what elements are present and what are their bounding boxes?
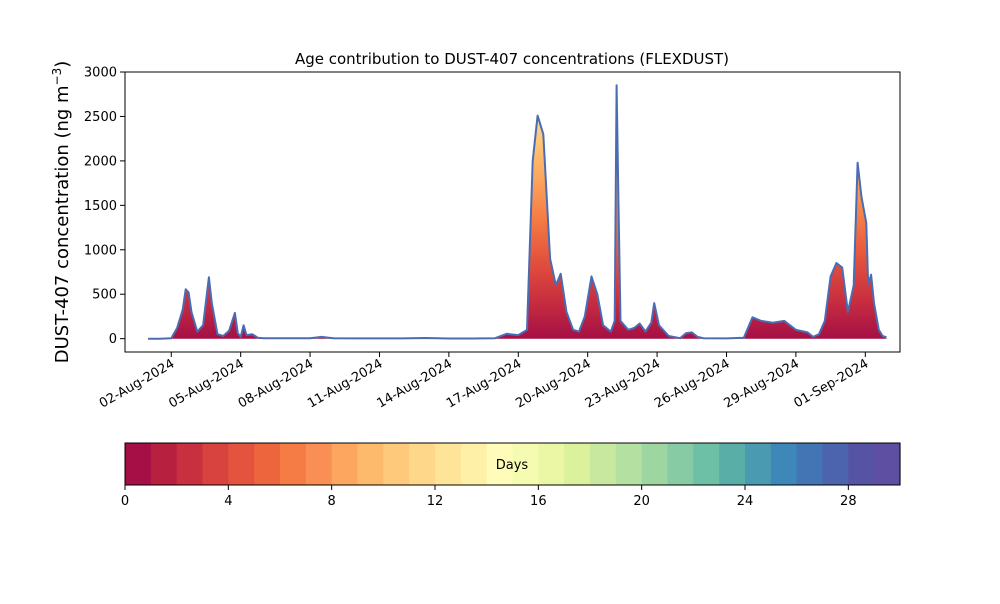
colorbar-label: Days <box>496 458 529 473</box>
colorbar-tick-label: 12 <box>427 494 444 509</box>
colorbar <box>125 443 901 485</box>
colorbar-segment <box>125 443 152 485</box>
colorbar-segment <box>331 443 359 485</box>
y-tick-label: 3000 <box>84 66 117 81</box>
colorbar-segment <box>848 443 875 485</box>
plot-area <box>148 84 887 340</box>
y-tick-label: 0 <box>109 332 117 347</box>
colorbar-tick-label: 0 <box>121 494 129 509</box>
colorbar-segment <box>822 443 849 485</box>
colorbar-frame <box>124 442 901 486</box>
colorbar-segment <box>796 443 824 485</box>
colorbar-segment <box>770 443 798 485</box>
x-axis: 02-Aug-202405-Aug-202408-Aug-202411-Aug-… <box>97 352 871 412</box>
colorbar-segment <box>176 443 204 485</box>
colorbar-segment <box>564 443 591 485</box>
colorbar-tick-label: 24 <box>737 494 754 509</box>
colorbar-segment <box>150 443 178 485</box>
x-tick-label: 26-Aug-2024 <box>652 356 732 411</box>
x-tick-label: 01-Sep-2024 <box>791 356 871 411</box>
x-tick-label: 14-Aug-2024 <box>375 356 455 411</box>
colorbar-tick-label: 8 <box>328 494 336 509</box>
y-axis-label-close: ) <box>52 61 73 68</box>
colorbar-segment <box>228 443 255 485</box>
colorbar-segment <box>538 443 565 485</box>
colorbar-segment <box>512 443 539 485</box>
colorbar-segment <box>305 443 333 485</box>
colorbar-segment <box>357 443 384 485</box>
colorbar-segment <box>202 443 229 485</box>
colorbar-segment <box>693 443 720 485</box>
colorbar-segment <box>615 443 643 485</box>
colorbar-segment <box>745 443 772 485</box>
series-area-0 <box>148 85 887 339</box>
colorbar-segment <box>719 443 746 485</box>
colorbar-tick-label: 20 <box>633 494 650 509</box>
x-tick-label: 29-Aug-2024 <box>722 356 802 411</box>
y-tick-label: 2000 <box>84 154 117 169</box>
colorbar-segment <box>254 443 281 485</box>
y-tick-label: 2500 <box>84 110 117 125</box>
colorbar-segment <box>383 443 410 485</box>
chart-title: Age contribution to DUST-407 concentrati… <box>295 50 729 68</box>
x-tick-label: 20-Aug-2024 <box>513 356 593 411</box>
y-axis-label-superscript: −3 <box>50 68 64 86</box>
y-tick-label: 1500 <box>84 199 117 214</box>
series-line-0 <box>148 84 887 340</box>
x-tick-label: 11-Aug-2024 <box>305 356 385 411</box>
colorbar-segment <box>280 443 307 485</box>
colorbar-segment <box>590 443 617 485</box>
colorbar-segment <box>667 443 694 485</box>
y-axis-label: DUST-407 concentration (ng m−3) <box>50 61 73 364</box>
colorbar-segment <box>460 443 488 485</box>
x-tick-label: 23-Aug-2024 <box>583 356 663 411</box>
colorbar-tick-label: 16 <box>530 494 547 509</box>
colorbar-tick-label: 4 <box>224 494 232 509</box>
colorbar-tick-label: 28 <box>840 494 857 509</box>
plot-frame <box>124 71 901 353</box>
y-tick-label: 1000 <box>84 243 117 258</box>
x-tick-label: 17-Aug-2024 <box>444 356 524 411</box>
y-axis: 0 500 1000 1500 2000 2500 3000 <box>84 66 125 347</box>
x-tick-label: 02-Aug-2024 <box>97 356 177 411</box>
x-tick-label: 05-Aug-2024 <box>166 356 246 411</box>
colorbar-segment <box>409 443 436 485</box>
colorbar-segment <box>874 443 901 485</box>
colorbar-segment <box>435 443 462 485</box>
colorbar-segment <box>486 443 514 485</box>
colorbar-segment <box>641 443 669 485</box>
colorbar-ticks: 0 4 8 12 16 20 24 28 <box>121 485 857 509</box>
y-tick-label: 500 <box>92 288 117 303</box>
y-axis-label-main: DUST-407 concentration (ng m <box>52 85 73 363</box>
x-tick-label: 08-Aug-2024 <box>236 356 316 411</box>
